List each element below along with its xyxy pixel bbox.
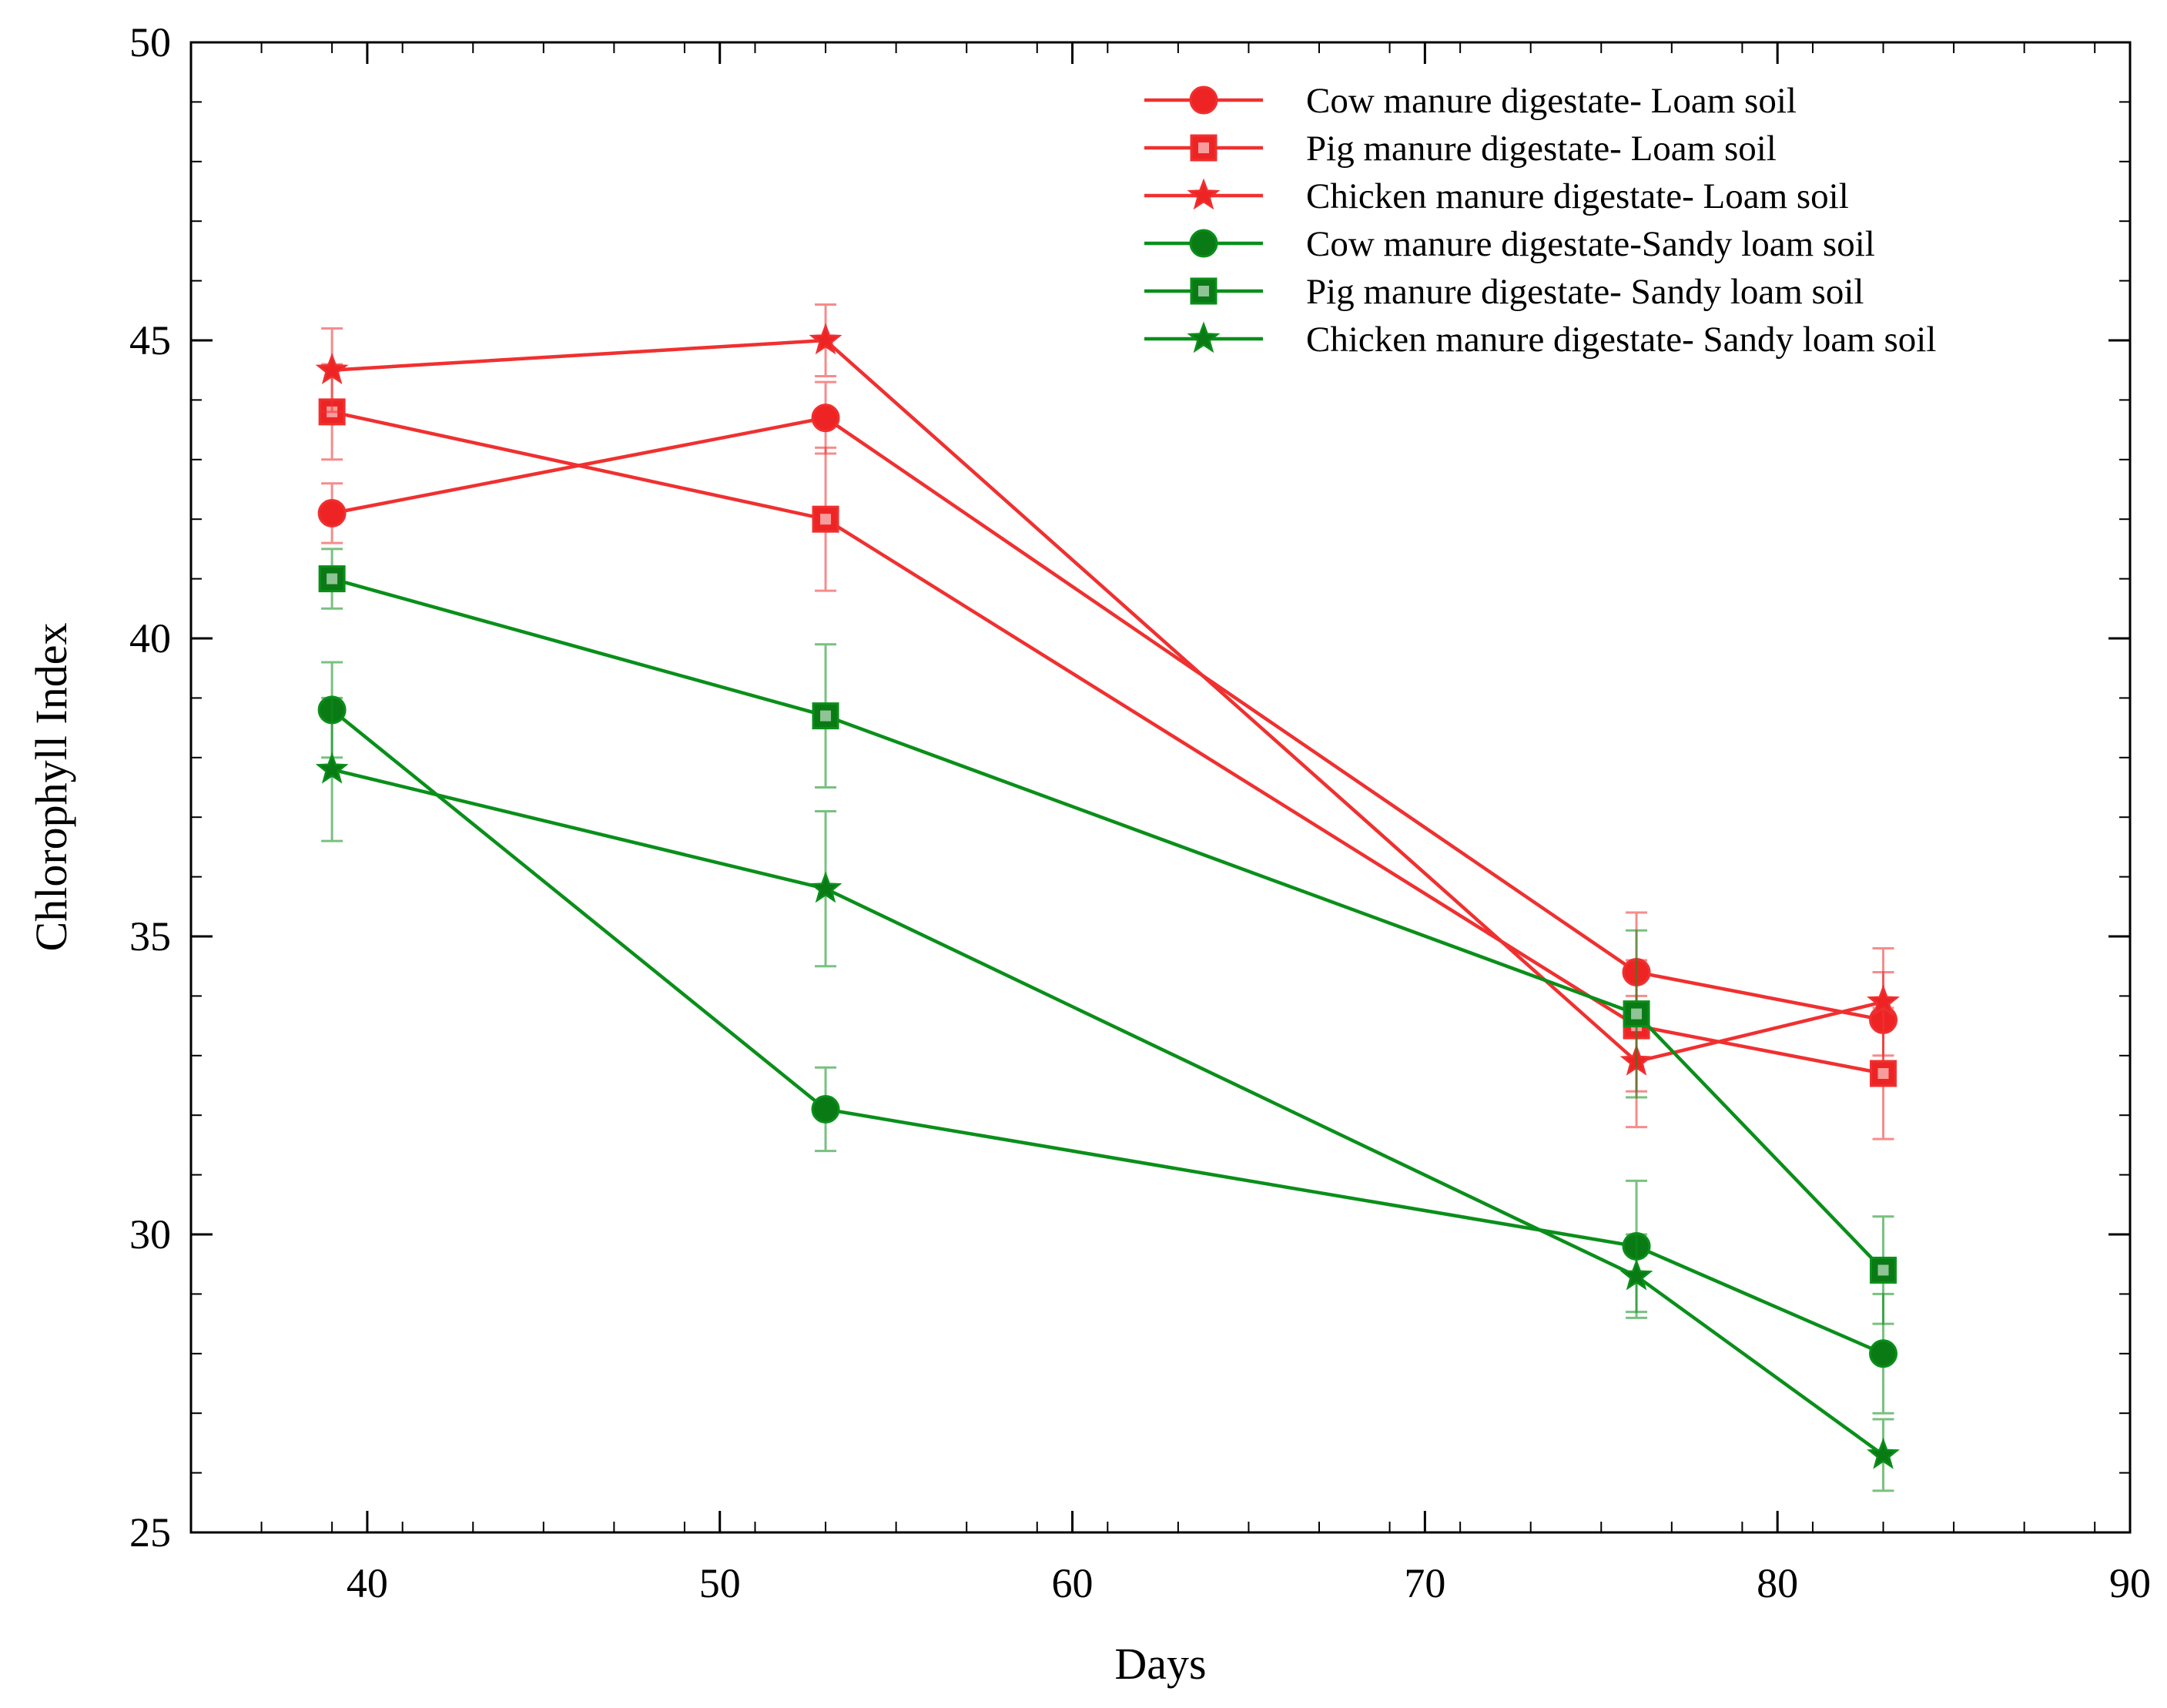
legend-label: Chicken manure digestate- Sandy loam soi… (1306, 320, 1936, 360)
legend-entry: Pig manure digestate- Loam soil (1144, 129, 1777, 169)
legend-label: Pig manure digestate- Loam soil (1306, 129, 1777, 169)
y-tick-label: 45 (129, 317, 171, 363)
series-layer (315, 303, 1901, 1492)
data-point (809, 871, 842, 903)
data-point-inner (820, 710, 832, 722)
data-point (1867, 1437, 1900, 1469)
legend-entry: Cow manure digestate- Loam soil (1144, 81, 1797, 121)
x-tick-label: 40 (347, 1560, 388, 1606)
data-point (811, 1094, 840, 1124)
data-point-inner (1877, 1264, 1889, 1276)
series-line (331, 416, 1884, 1022)
legend-label: Cow manure digestate- Loam soil (1306, 81, 1797, 121)
legend-marker (1189, 229, 1218, 258)
data-point-inner (820, 514, 832, 525)
series-line (331, 768, 1884, 1457)
x-tick-label: 80 (1757, 1560, 1798, 1606)
y-axis-title: Chlorophyll Index (26, 623, 76, 952)
data-point-outer (1623, 1000, 1650, 1028)
series-line (331, 338, 1884, 1063)
y-tick-label: 35 (129, 913, 171, 959)
legend-marker (1187, 178, 1221, 210)
series-line (331, 577, 1885, 1271)
data-point (317, 498, 347, 527)
data-point (318, 565, 346, 593)
data-point (1623, 1000, 1650, 1028)
series-1 (317, 380, 1898, 1069)
y-tick-label: 50 (129, 19, 171, 65)
legend-entry: Cow manure digestate-Sandy loam soil (1144, 224, 1875, 264)
data-point (315, 752, 349, 784)
series-line (331, 410, 1884, 1076)
y-tick-label: 40 (129, 615, 171, 661)
x-tick-label: 70 (1404, 1560, 1445, 1606)
series-6 (315, 696, 1900, 1492)
data-point (811, 404, 840, 433)
legend-entry: Pig manure digestate- Sandy loam soil (1144, 272, 1864, 312)
data-point-inner (1877, 1068, 1889, 1080)
legend-marker (1190, 134, 1217, 162)
data-point (1619, 1258, 1653, 1291)
series-5 (318, 548, 1897, 1325)
series-3 (315, 303, 1901, 1129)
legend-marker-outer (1190, 134, 1217, 162)
legend-label: Chicken manure digestate- Loam soil (1306, 176, 1849, 216)
x-tick-labels: 40 50 60 70 80 90 (347, 1560, 2151, 1606)
data-point (315, 353, 349, 384)
plot-frame (189, 41, 2132, 1534)
data-point (809, 323, 842, 355)
data-point (1869, 1339, 1898, 1368)
legend-label: Cow manure digestate-Sandy loam soil (1306, 224, 1875, 264)
legend-marker (1190, 277, 1217, 305)
legend-label: Pig manure digestate- Sandy loam soil (1306, 272, 1864, 312)
data-point-inner (327, 573, 338, 584)
series-line (330, 708, 1884, 1355)
data-point (1867, 984, 1901, 1016)
x-tick-label: 60 (1052, 1560, 1094, 1606)
legend: Cow manure digestate- Loam soil Pig manur… (1144, 81, 1936, 360)
legend-entry: Chicken manure digestate- Loam soil (1144, 176, 1849, 216)
y-tick-label: 25 (129, 1509, 171, 1556)
data-point (812, 702, 839, 730)
legend-marker (1187, 321, 1221, 353)
legend-marker-outer (1190, 277, 1217, 305)
x-axis-title: Days (1114, 1639, 1206, 1689)
x-tick-label: 90 (2109, 1560, 2151, 1606)
legend-marker (1189, 85, 1218, 115)
legend-marker-inner (1198, 286, 1209, 296)
y-tick-labels: 25 30 35 40 45 50 (129, 19, 171, 1556)
legend-entry: Chicken manure digestate- Sandy loam soi… (1144, 320, 1936, 360)
data-point-inner (1631, 1008, 1643, 1020)
major-ticks (191, 41, 2132, 1534)
data-point (1870, 1060, 1897, 1087)
data-point (1870, 1256, 1897, 1284)
minor-ticks (190, 42, 2130, 1533)
x-tick-label: 50 (699, 1560, 741, 1606)
legend-marker-inner (1198, 142, 1209, 153)
y-tick-label: 30 (129, 1211, 171, 1258)
data-point (812, 505, 839, 533)
